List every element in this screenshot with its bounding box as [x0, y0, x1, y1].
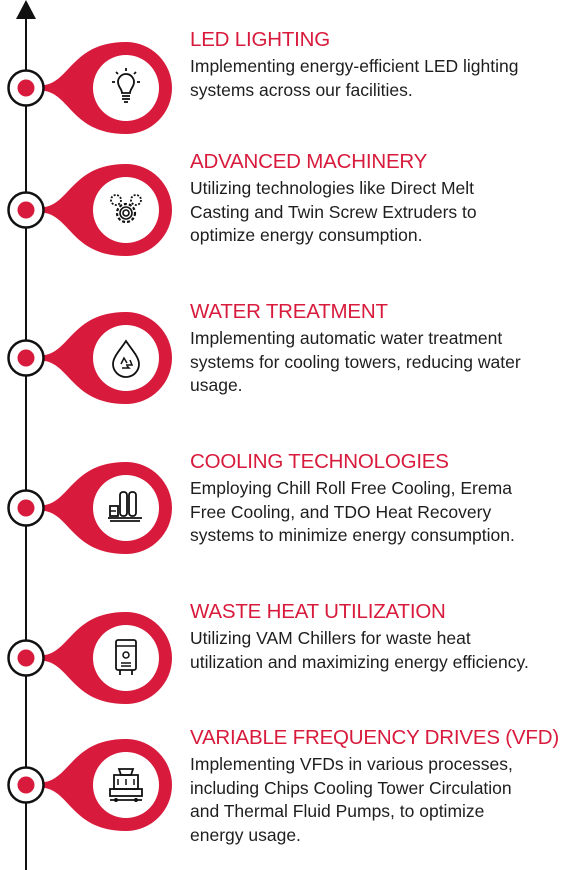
description-line: including Chips Cooling Tower Circulatio…: [190, 777, 512, 798]
description-line: Implementing automatic water treatment: [190, 328, 503, 348]
icon-circle: [93, 325, 159, 391]
recycle-drop-icon: [112, 339, 140, 378]
description-line: usage.: [190, 375, 243, 395]
lightbulb-icon: [112, 68, 140, 103]
description-line: energy usage.: [190, 824, 301, 845]
description-line: Utilizing VAM Chillers for waste heat: [190, 628, 471, 648]
item-description: Employing Chill Roll Free Cooling, Erema…: [190, 477, 580, 548]
description-line: Implementing VFDs in various processes,: [190, 754, 513, 774]
marker-dot: [17, 649, 35, 667]
item-description: Utilizing technologies like Direct Melt C…: [190, 177, 580, 248]
description-line: systems for cooling towers, reducing wat…: [190, 351, 521, 372]
description-line: and Thermal Fluid Pumps, to optimize: [190, 801, 485, 821]
item-title: WATER TREATMENT: [190, 300, 388, 323]
marker-dot: [17, 499, 35, 517]
timeline-marker: [7, 612, 172, 704]
timeline-marker: [7, 312, 172, 404]
description-line: Utilizing technologies like Direct Melt: [190, 178, 474, 198]
timeline-marker: [7, 739, 172, 831]
description-line: Implementing energy-efficient LED lighti…: [190, 56, 519, 76]
timeline-marker: [7, 164, 172, 256]
description-line: systems to minimize energy consumption.: [190, 525, 515, 545]
marker-dot: [17, 201, 35, 219]
icon-circle: [93, 475, 159, 541]
item-title: COOLING TECHNOLOGIES: [190, 450, 449, 473]
item-description: Implementing VFDs in various processes, i…: [190, 753, 580, 847]
item-title: LED LIGHTING: [190, 28, 330, 51]
icon-circle: [93, 55, 159, 121]
arrow-up-icon: [16, 0, 36, 19]
description-line: Employing Chill Roll Free Cooling, Erema: [190, 478, 512, 498]
description-line: optimize energy consumption.: [190, 225, 423, 245]
timeline-marker: [7, 462, 172, 554]
marker-dot: [17, 776, 35, 794]
item-title: ADVANCED MACHINERY: [190, 150, 428, 173]
description-line: systems across our facilities.: [190, 79, 413, 100]
chiller-unit-icon: [115, 639, 137, 675]
cooling-tanks-icon: [108, 491, 142, 522]
marker-dot: [17, 349, 35, 367]
cooling-tower-icon: [109, 768, 143, 802]
item-description: Implementing automatic water treatment sy…: [190, 327, 580, 398]
marker-dot: [17, 79, 35, 97]
item-title: VARIABLE FREQUENCY DRIVES (VFD): [190, 726, 559, 749]
description-line: Free Cooling, and TDO Heat Recovery: [190, 501, 492, 522]
description-line: Casting and Twin Screw Extruders to: [190, 201, 477, 222]
item-description: Implementing energy-efficient LED lighti…: [190, 55, 580, 102]
item-description: Utilizing VAM Chillers for waste heat uti…: [190, 627, 580, 674]
gears-icon: [110, 194, 142, 224]
description-line: utilization and maximizing energy effici…: [190, 651, 529, 672]
timeline-marker: [7, 42, 172, 134]
item-title: WASTE HEAT UTILIZATION: [190, 600, 446, 623]
